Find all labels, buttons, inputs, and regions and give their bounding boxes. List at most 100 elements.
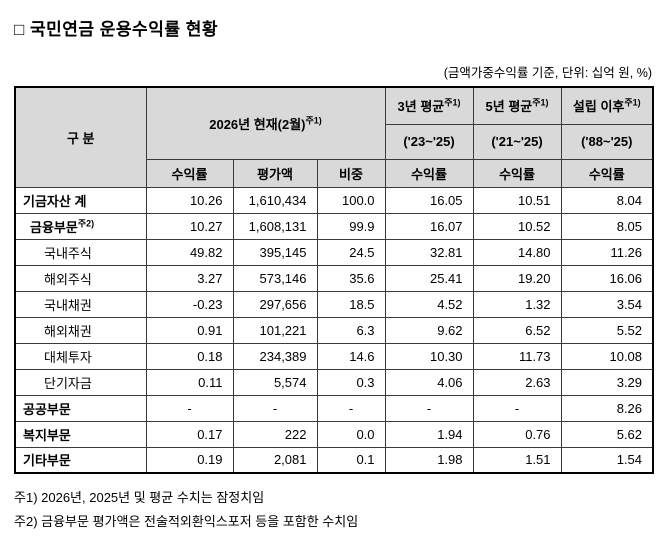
footnote-2: 주2) 금융부문 평가액은 전술적외환익스포저 등을 포함한 수치임	[14, 514, 359, 530]
cell-value: 0.11	[145, 368, 234, 396]
cell-value: 32.81	[384, 238, 474, 266]
footnote-ref-1: 주1)	[305, 115, 322, 126]
header-since-inception: 설립 이후주1)	[560, 86, 654, 125]
cell-value: 2.63	[472, 368, 562, 396]
cell-value: -	[145, 394, 234, 422]
cell-value: 8.04	[560, 186, 654, 214]
cell-value: 6.3	[316, 316, 386, 344]
cell-value: 8.26	[560, 394, 654, 422]
table-row: 금융부문주2) 10.27 1,608,131 99.9 16.07 10.52 8.05	[14, 212, 654, 240]
cell-value: 25.41	[384, 264, 474, 292]
header-5yr-average: 5년 평균주1)	[472, 86, 562, 125]
cell-value: 4.52	[384, 290, 474, 318]
cell-value: 11.73	[472, 342, 562, 370]
header-3yr-average: 3년 평균주1)	[384, 86, 474, 125]
row-label: 기타부문	[14, 446, 147, 474]
row-label: 해외주식	[14, 264, 147, 292]
cell-value: 1.51	[472, 446, 562, 474]
footnotes: 주1) 2026년, 2025년 및 평균 수치는 잠정치임 주2) 금융부문 …	[14, 486, 652, 534]
cell-value: 35.6	[316, 264, 386, 292]
cell-value: 6.52	[472, 316, 562, 344]
cell-value: 10.26	[145, 186, 234, 214]
table-row: 해외채권 0.91 101,221 6.3 9.62 6.52 5.52	[14, 316, 654, 344]
cell-value: -	[316, 394, 386, 422]
cell-value: 18.5	[316, 290, 386, 318]
cell-value: 14.6	[316, 342, 386, 370]
cell-value: 0.1	[316, 446, 386, 474]
cell-value: 5.52	[560, 316, 654, 344]
cell-value: -	[472, 394, 562, 422]
footnote-ref-1: 주1)	[532, 97, 549, 108]
row-label: 국내채권	[14, 290, 147, 318]
returns-table: 구 분 2026년 현재(2월)주1) 3년 평균주1) 5년 평균주1) 설립…	[14, 86, 655, 474]
table-row: 국내채권 -0.23 297,656 18.5 4.52 1.32 3.54	[14, 290, 654, 318]
row-label: 해외채권	[14, 316, 147, 344]
cell-value: 3.54	[560, 290, 654, 318]
cell-value: 3.29	[560, 368, 654, 396]
cell-value: 0.17	[145, 420, 234, 448]
cell-value: 10.30	[384, 342, 474, 370]
cell-value: 4.06	[384, 368, 474, 396]
header-sub-weight: 비중	[316, 158, 386, 188]
header-5yr-range: ('21~'25)	[472, 123, 562, 160]
table-row: 기타부문 0.19 2,081 0.1 1.98 1.51 1.54	[14, 446, 654, 474]
cell-value: 11.26	[560, 238, 654, 266]
header-3yr-range: ('23~'25)	[384, 123, 474, 160]
cell-value: 2,081	[232, 446, 318, 474]
cell-value: 9.62	[384, 316, 474, 344]
row-label: 국내주식	[14, 238, 147, 266]
cell-value: 1.94	[384, 420, 474, 448]
header-current-2026: 2026년 현재(2월)주1)	[145, 86, 386, 160]
cell-value: 24.5	[316, 238, 386, 266]
table-body: 기금자산 계 10.26 1,610,434 100.0 16.05 10.51 8.04 금…	[14, 186, 654, 474]
cell-value: 297,656	[232, 290, 318, 318]
row-label: 복지부문	[14, 420, 147, 448]
table-row: 대체투자 0.18 234,389 14.6 10.30 11.73 10.08	[14, 342, 654, 370]
cell-value: 573,146	[232, 264, 318, 292]
header-gubun: 구 분	[14, 86, 147, 188]
row-label: 기금자산 계	[14, 186, 147, 214]
row-label: 대체투자	[14, 342, 147, 370]
cell-value: 16.07	[384, 212, 474, 240]
header-sub-value: 평가액	[232, 158, 318, 188]
unit-caption: (금액가중수익률 기준, 단위: 십억 원, %)	[443, 66, 652, 80]
cell-value: 1,610,434	[232, 186, 318, 214]
cell-value: 14.80	[472, 238, 562, 266]
cell-value: 10.52	[472, 212, 562, 240]
table-row: 단기자금 0.11 5,574 0.3 4.06 2.63 3.29	[14, 368, 654, 396]
cell-value: 19.20	[472, 264, 562, 292]
cell-value: 10.51	[472, 186, 562, 214]
cell-value: 5,574	[232, 368, 318, 396]
cell-value: 8.05	[560, 212, 654, 240]
cell-value: 395,145	[232, 238, 318, 266]
footnote-ref-1: 주1)	[624, 97, 641, 108]
table-row: 공공부문 - - - - -8.26	[14, 394, 654, 422]
cell-value: 100.0	[316, 186, 386, 214]
header-sub-return: 수익률	[472, 158, 562, 188]
footnote-ref-1: 주1)	[444, 97, 461, 108]
footnote-ref-2: 주2)	[77, 218, 95, 229]
cell-value: 0.76	[472, 420, 562, 448]
cell-value: 0.0	[316, 420, 386, 448]
cell-value: 234,389	[232, 342, 318, 370]
cell-value: 222	[232, 420, 318, 448]
cell-value: 1.32	[472, 290, 562, 318]
cell-value: -	[232, 394, 318, 422]
cell-value: 0.3	[316, 368, 386, 396]
row-label: 공공부문	[14, 394, 147, 422]
cell-value: 0.18	[145, 342, 234, 370]
cell-value: 5.62	[560, 420, 654, 448]
row-label: 단기자금	[14, 368, 147, 396]
footnote-1: 주1) 2026년, 2025년 및 평균 수치는 잠정치임	[14, 490, 265, 505]
cell-value: -	[384, 394, 474, 422]
cell-value: 49.82	[145, 238, 234, 266]
table-row: 국내주식 49.82 395,145 24.5 32.81 14.80 11.26	[14, 238, 654, 266]
cell-value: 0.19	[145, 446, 234, 474]
table-row: 해외주식 3.27 573,146 35.6 25.41 19.20 16.06	[14, 264, 654, 292]
cell-value: 10.27	[145, 212, 234, 240]
cell-value: 1.54	[560, 446, 654, 474]
table-row: 기금자산 계 10.26 1,610,434 100.0 16.05 10.51 8.04	[14, 186, 654, 214]
table-header: 구 분 2026년 현재(2월)주1) 3년 평균주1) 5년 평균주1) 설립…	[14, 86, 654, 188]
cell-value: 10.08	[560, 342, 654, 370]
